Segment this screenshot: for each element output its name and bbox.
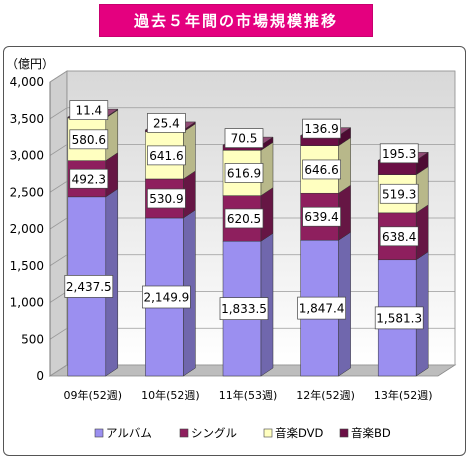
svg-text:1,833.5: 1,833.5	[221, 302, 267, 316]
svg-text:530.9: 530.9	[149, 192, 183, 206]
data-label: 519.3	[379, 183, 419, 204]
category-labels: 09年(52週) 10年(52週) 11年(53週) 12年(52週) 13年(52週)	[64, 388, 433, 402]
legend-label: 音楽DVD	[275, 426, 324, 440]
data-label: 2,149.9	[142, 285, 191, 309]
category-label: 11年(53週)	[219, 388, 278, 402]
legend-swatch	[179, 428, 189, 438]
legend-label: アルバム	[106, 426, 152, 440]
gridline	[49, 70, 455, 83]
y-tick-label: 1,000	[10, 296, 44, 310]
data-label: 1,847.4	[297, 296, 346, 320]
data-label: 639.4	[302, 206, 341, 227]
svg-text:11.4: 11.4	[75, 104, 102, 118]
svg-text:616.9: 616.9	[227, 166, 261, 180]
legend-item: アルバム	[94, 426, 152, 440]
data-label: 492.3	[69, 168, 109, 189]
svg-text:25.4: 25.4	[153, 116, 180, 130]
data-label: 638.4	[379, 226, 419, 247]
svg-text:136.9: 136.9	[304, 122, 338, 136]
legend-swatch	[94, 428, 104, 438]
svg-text:70.5: 70.5	[231, 132, 258, 146]
y-tick-label: 4,000	[10, 75, 44, 89]
svg-text:641.6: 641.6	[149, 149, 183, 163]
svg-text:1,847.4: 1,847.4	[299, 302, 345, 316]
legend-swatch	[339, 428, 349, 438]
y-axis-label: （億円）	[6, 57, 54, 71]
data-label: 2,437.5	[64, 275, 114, 298]
category-label: 13年(52週)	[374, 388, 433, 402]
data-label: 616.9	[224, 163, 264, 183]
data-label: 646.6	[302, 159, 341, 180]
legend-item: 音楽DVD	[263, 426, 324, 440]
svg-text:639.4: 639.4	[304, 210, 338, 224]
legend: アルバム シングル 音楽DVD 音楽BD	[94, 426, 391, 440]
svg-text:580.6: 580.6	[72, 133, 106, 147]
data-label: 530.9	[147, 188, 186, 209]
data-label: 1,581.3	[374, 306, 424, 330]
bars: 2,437.5 492.3 580.6 11.4 2,149.9 530.9 641.6 25…	[64, 100, 430, 377]
svg-text:638.4: 638.4	[382, 230, 416, 244]
svg-text:646.6: 646.6	[304, 163, 338, 177]
svg-text:1,581.3: 1,581.3	[376, 311, 422, 325]
data-label: 25.4	[147, 113, 186, 133]
data-label: 11.4	[69, 100, 109, 120]
data-label: 195.3	[379, 143, 419, 164]
y-axis: 0 500 1,000 1,500 2,000 2,500 3,000 3,500 4,000	[10, 75, 51, 383]
chart-title: 過去５年間の市場規模推移	[133, 12, 338, 30]
data-label: 136.9	[302, 118, 341, 139]
legend-label: 音楽BD	[351, 426, 391, 440]
y-tick-label: 0	[36, 369, 44, 383]
y-tick-label: 2,000	[10, 222, 44, 236]
svg-text:519.3: 519.3	[382, 187, 416, 201]
svg-text:195.3: 195.3	[382, 147, 416, 161]
category-label: 10年(52週)	[141, 388, 200, 402]
svg-text:2,149.9: 2,149.9	[143, 290, 189, 304]
legend-label: シングル	[191, 426, 237, 440]
data-label: 641.6	[147, 145, 186, 166]
gridline	[49, 107, 455, 120]
data-label: 580.6	[69, 129, 109, 150]
y-tick-label: 1,500	[10, 259, 44, 273]
legend-swatch	[263, 428, 273, 438]
data-label: 1,833.5	[219, 297, 269, 320]
data-label: 620.5	[224, 208, 264, 229]
legend-item: シングル	[179, 426, 237, 440]
y-tick-label: 500	[21, 332, 44, 346]
svg-text:492.3: 492.3	[72, 172, 106, 186]
chart-title-banner: 過去５年間の市場規模推移	[99, 4, 373, 37]
y-tick-label: 2,500	[10, 185, 44, 199]
svg-text:620.5: 620.5	[227, 212, 261, 226]
y-tick-label: 3,000	[10, 149, 44, 163]
legend-item: 音楽BD	[339, 426, 391, 440]
category-label: 12年(52週)	[296, 388, 355, 402]
data-label: 70.5	[224, 128, 264, 148]
y-tick-label: 3,500	[10, 112, 44, 126]
category-label: 09年(52週)	[64, 388, 123, 402]
svg-text:2,437.5: 2,437.5	[66, 280, 112, 294]
